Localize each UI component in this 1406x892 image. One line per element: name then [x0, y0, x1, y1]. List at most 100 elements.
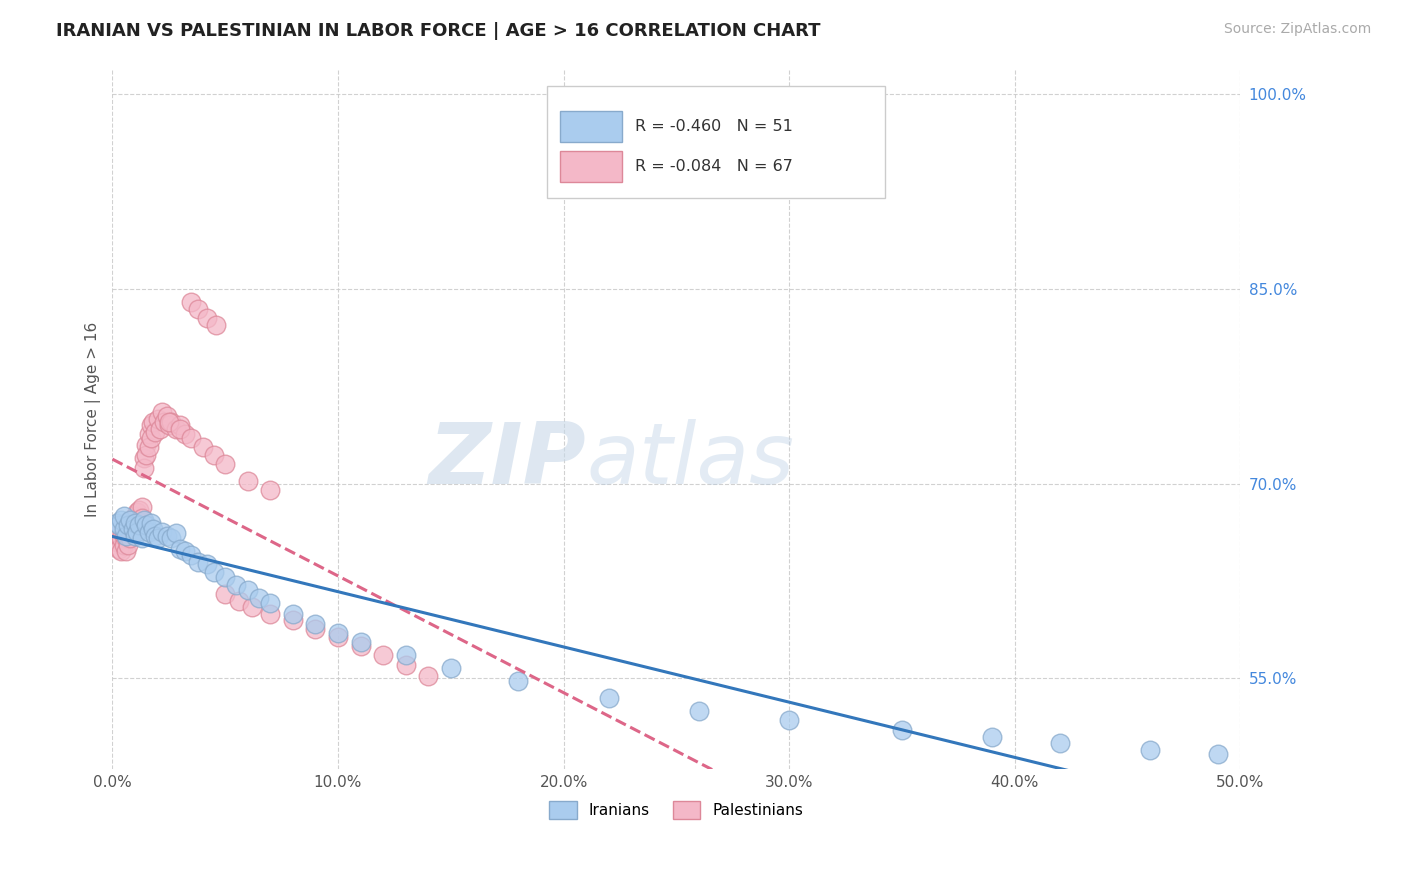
- Point: [143, 529, 166, 543]
- Point: [236, 583, 259, 598]
- Point: [108, 529, 131, 543]
- Point: [127, 524, 149, 539]
- Point: [146, 412, 169, 426]
- Point: [890, 723, 912, 738]
- Text: atlas: atlas: [586, 419, 794, 502]
- Point: [120, 518, 142, 533]
- Point: [169, 422, 191, 436]
- Point: [160, 531, 183, 545]
- Point: [195, 310, 218, 325]
- Point: [214, 458, 236, 472]
- Point: [173, 427, 195, 442]
- Point: [214, 587, 236, 601]
- Point: [195, 558, 218, 572]
- Point: [187, 301, 209, 316]
- Point: [121, 522, 143, 536]
- Point: [165, 422, 187, 436]
- Point: [120, 531, 142, 545]
- Point: [349, 639, 371, 653]
- Point: [160, 415, 183, 429]
- Point: [115, 544, 138, 558]
- Point: [110, 544, 132, 558]
- Text: IRANIAN VS PALESTINIAN IN LABOR FORCE | AGE > 16 CORRELATION CHART: IRANIAN VS PALESTINIAN IN LABOR FORCE | …: [56, 22, 821, 40]
- Point: [149, 422, 172, 436]
- Legend: Iranians, Palestinians: Iranians, Palestinians: [543, 795, 810, 825]
- Point: [508, 674, 530, 689]
- Point: [153, 415, 176, 429]
- Point: [304, 617, 326, 632]
- Point: [135, 438, 157, 452]
- Point: [187, 555, 209, 569]
- Point: [110, 513, 132, 527]
- Point: [180, 431, 202, 445]
- Point: [259, 607, 281, 621]
- Point: [128, 502, 150, 516]
- Point: [105, 516, 128, 530]
- Point: [124, 509, 146, 524]
- Point: [778, 713, 800, 727]
- Point: [173, 544, 195, 558]
- Point: [127, 505, 149, 519]
- Point: [138, 441, 160, 455]
- Point: [1049, 736, 1071, 750]
- FancyBboxPatch shape: [560, 152, 623, 182]
- Point: [205, 318, 228, 333]
- Point: [138, 524, 160, 539]
- Point: [139, 431, 162, 445]
- Point: [146, 531, 169, 545]
- Point: [259, 483, 281, 498]
- Point: [1206, 747, 1229, 761]
- Point: [131, 500, 153, 515]
- Point: [132, 513, 155, 527]
- Point: [142, 522, 165, 536]
- Point: [131, 531, 153, 545]
- Point: [304, 622, 326, 636]
- Point: [121, 512, 143, 526]
- Point: [281, 613, 304, 627]
- Text: R = -0.460   N = 51: R = -0.460 N = 51: [634, 120, 793, 134]
- Point: [157, 418, 180, 433]
- Point: [135, 448, 157, 462]
- Point: [128, 513, 150, 527]
- Point: [1139, 743, 1161, 757]
- Point: [120, 513, 142, 527]
- Point: [121, 524, 143, 539]
- Point: [105, 535, 128, 549]
- Point: [326, 630, 349, 644]
- Point: [180, 548, 202, 562]
- Point: [395, 658, 418, 673]
- Point: [247, 591, 270, 605]
- Point: [112, 538, 135, 552]
- Point: [598, 690, 620, 705]
- Point: [395, 648, 418, 662]
- Point: [228, 593, 250, 607]
- Point: [117, 538, 139, 552]
- Point: [108, 541, 131, 556]
- Point: [131, 510, 153, 524]
- Point: [214, 570, 236, 584]
- Point: [169, 541, 191, 556]
- Point: [191, 441, 214, 455]
- Point: [326, 626, 349, 640]
- Text: ZIP: ZIP: [429, 419, 586, 502]
- Point: [108, 518, 131, 533]
- Point: [157, 415, 180, 429]
- Point: [112, 522, 135, 536]
- FancyBboxPatch shape: [560, 112, 623, 142]
- Point: [143, 425, 166, 439]
- Point: [155, 409, 177, 424]
- Point: [135, 518, 157, 533]
- Point: [202, 448, 225, 462]
- FancyBboxPatch shape: [547, 86, 884, 198]
- Point: [127, 516, 149, 530]
- Point: [115, 531, 138, 545]
- Point: [150, 524, 173, 539]
- Point: [138, 427, 160, 442]
- Point: [236, 474, 259, 488]
- Point: [124, 518, 146, 533]
- Text: R = -0.084   N = 67: R = -0.084 N = 67: [634, 159, 793, 174]
- Point: [155, 529, 177, 543]
- Point: [112, 509, 135, 524]
- Point: [165, 526, 187, 541]
- Point: [124, 516, 146, 530]
